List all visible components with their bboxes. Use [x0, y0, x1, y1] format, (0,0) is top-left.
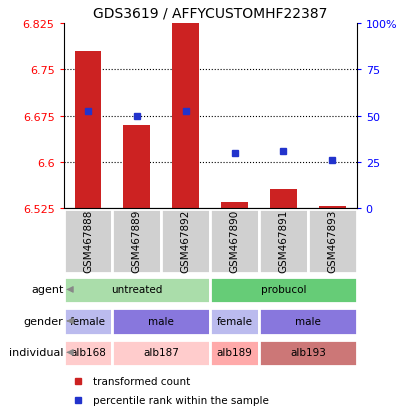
Text: probucol: probucol — [260, 285, 306, 295]
Text: GSM467890: GSM467890 — [229, 209, 239, 272]
Bar — [269, 190, 296, 208]
Text: percentile rank within the sample: percentile rank within the sample — [92, 395, 268, 405]
Bar — [209, 277, 356, 304]
Bar — [172, 24, 199, 208]
Text: individual: individual — [9, 347, 63, 358]
Text: male: male — [148, 316, 174, 326]
Text: female: female — [70, 316, 106, 326]
Bar — [161, 210, 210, 274]
Bar — [74, 52, 101, 208]
Text: alb187: alb187 — [143, 347, 179, 358]
Text: agent: agent — [31, 285, 63, 295]
Bar — [63, 309, 112, 335]
Bar — [63, 210, 112, 274]
Bar — [63, 277, 209, 304]
Text: alb193: alb193 — [289, 347, 325, 358]
Title: GDS3619 / AFFYCUSTOMHF22387: GDS3619 / AFFYCUSTOMHF22387 — [93, 7, 326, 20]
Bar — [307, 210, 356, 274]
Text: alb189: alb189 — [216, 347, 252, 358]
Bar — [220, 202, 247, 208]
Text: GSM467893: GSM467893 — [326, 209, 337, 272]
Bar — [209, 309, 258, 335]
Text: transformed count: transformed count — [92, 376, 190, 386]
Text: GSM467891: GSM467891 — [278, 209, 288, 272]
Text: GSM467889: GSM467889 — [132, 209, 142, 272]
Bar — [209, 210, 258, 274]
Text: GSM467888: GSM467888 — [83, 209, 93, 272]
Bar — [63, 340, 112, 366]
Bar — [123, 126, 150, 208]
Text: female: female — [216, 316, 252, 326]
Bar — [112, 210, 161, 274]
Bar — [258, 210, 307, 274]
Bar — [318, 207, 345, 208]
Text: gender: gender — [24, 316, 63, 326]
Bar — [258, 340, 356, 366]
Bar — [209, 340, 258, 366]
Text: untreated: untreated — [111, 285, 162, 295]
Bar — [112, 309, 209, 335]
Bar — [112, 340, 209, 366]
Text: GSM467892: GSM467892 — [180, 209, 190, 272]
Text: male: male — [294, 316, 320, 326]
Bar — [258, 309, 356, 335]
Text: alb168: alb168 — [70, 347, 106, 358]
